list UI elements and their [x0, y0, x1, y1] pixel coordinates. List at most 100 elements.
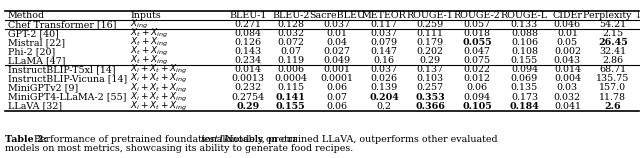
Text: 0.027: 0.027 — [323, 47, 350, 56]
Text: 0.037: 0.037 — [371, 65, 397, 74]
Text: 0.06: 0.06 — [467, 83, 488, 92]
Text: 0.106: 0.106 — [511, 38, 538, 47]
Text: . Notably, pretrained LLaVA, outperforms other evaluated: . Notably, pretrained LLaVA, outperforms… — [219, 135, 497, 144]
Text: 2.6: 2.6 — [604, 102, 621, 111]
Text: 54.21: 54.21 — [599, 20, 627, 29]
Text: 0.041: 0.041 — [554, 102, 581, 111]
Text: 0.012: 0.012 — [464, 74, 491, 83]
Text: 0.05: 0.05 — [557, 38, 578, 47]
Text: 0.0004: 0.0004 — [275, 74, 307, 83]
Text: 0.094: 0.094 — [511, 65, 538, 74]
Text: Table 2:: Table 2: — [5, 135, 47, 144]
Text: $X_t + X_{ing}$: $X_t + X_{ing}$ — [131, 45, 168, 58]
Text: 68.71: 68.71 — [599, 65, 627, 74]
Text: 0.126: 0.126 — [235, 38, 262, 47]
Text: Method: Method — [8, 11, 45, 20]
Text: Chef Transformer [16]: Chef Transformer [16] — [8, 20, 116, 29]
Text: 0.032: 0.032 — [554, 93, 581, 102]
Text: 0.271: 0.271 — [235, 20, 262, 29]
Text: 0.353: 0.353 — [415, 93, 445, 102]
Text: 0.29: 0.29 — [237, 102, 260, 111]
Text: 0.128: 0.128 — [277, 20, 304, 29]
Text: 0.094: 0.094 — [464, 93, 491, 102]
Text: LLaMA [47]: LLaMA [47] — [8, 56, 65, 65]
Text: 0.049: 0.049 — [323, 56, 350, 65]
Text: 0.115: 0.115 — [277, 83, 305, 92]
Text: 0.155: 0.155 — [511, 56, 538, 65]
Text: 0.259: 0.259 — [417, 20, 444, 29]
Text: 0.01: 0.01 — [326, 29, 348, 38]
Text: 0.257: 0.257 — [417, 83, 444, 92]
Text: CIDEr: CIDEr — [552, 11, 582, 20]
Text: 0.084: 0.084 — [235, 29, 262, 38]
Text: $X_i + X_t + X_{ing}$: $X_i + X_t + X_{ing}$ — [131, 63, 188, 76]
Text: 0.06: 0.06 — [326, 83, 348, 92]
Text: 0.037: 0.037 — [371, 29, 397, 38]
Text: MiniGPT4-LLaMA-2 [55]: MiniGPT4-LLaMA-2 [55] — [8, 93, 126, 102]
Text: models on most metrics, showcasing its ability to generate food recipes.: models on most metrics, showcasing its a… — [5, 144, 353, 153]
Text: $X_{ing}$: $X_{ing}$ — [131, 18, 148, 31]
Text: 0.055: 0.055 — [463, 38, 492, 47]
Text: test1k: test1k — [200, 135, 230, 144]
Text: 11.78: 11.78 — [599, 93, 627, 102]
Text: 0.139: 0.139 — [371, 83, 397, 92]
Text: 0.179: 0.179 — [417, 38, 444, 47]
Text: 0.018: 0.018 — [464, 29, 491, 38]
Text: MiniGPTv2 [9]: MiniGPTv2 [9] — [8, 83, 78, 92]
Text: $X_t + X_{ing}$: $X_t + X_{ing}$ — [131, 27, 168, 40]
Text: 0.03: 0.03 — [557, 83, 578, 92]
Text: 0.07: 0.07 — [326, 93, 348, 102]
Text: $X_i + X_t + X_{ing}$: $X_i + X_t + X_{ing}$ — [131, 72, 188, 85]
Text: 0.202: 0.202 — [417, 47, 444, 56]
Text: 0.072: 0.072 — [277, 38, 304, 47]
Text: 0.103: 0.103 — [417, 74, 444, 83]
Text: 0.147: 0.147 — [371, 47, 397, 56]
Text: Performance of pretrained foundational models on our: Performance of pretrained foundational m… — [31, 135, 301, 144]
Text: 2.15: 2.15 — [602, 29, 623, 38]
Text: 2.86: 2.86 — [602, 56, 623, 65]
Text: 0.16: 0.16 — [374, 56, 395, 65]
Text: 0.0001: 0.0001 — [320, 74, 353, 83]
Text: LLaVA [32]: LLaVA [32] — [8, 102, 62, 111]
Text: Phi-2 [20]: Phi-2 [20] — [8, 47, 55, 56]
Text: 0.07: 0.07 — [280, 47, 301, 56]
Text: 0.088: 0.088 — [511, 29, 538, 38]
Text: SacreBLEU: SacreBLEU — [309, 11, 365, 20]
Text: 0.155: 0.155 — [276, 102, 305, 111]
Text: METEOR: METEOR — [362, 11, 406, 20]
Text: 0.105: 0.105 — [462, 102, 492, 111]
Text: 0.075: 0.075 — [464, 56, 491, 65]
Text: 0.143: 0.143 — [235, 47, 262, 56]
Text: $X_i + X_t + X_{ing}$: $X_i + X_t + X_{ing}$ — [131, 91, 188, 104]
Text: 0.137: 0.137 — [417, 65, 444, 74]
Text: $X_t + X_{ing}$: $X_t + X_{ing}$ — [131, 36, 168, 49]
Text: InstructBLIP-T5xl [14]: InstructBLIP-T5xl [14] — [8, 65, 115, 74]
Text: 0.232: 0.232 — [235, 83, 262, 92]
Text: 0.108: 0.108 — [511, 47, 538, 56]
Text: Inputs: Inputs — [131, 11, 161, 20]
Text: InstructBLIP-Vicuna [14]: InstructBLIP-Vicuna [14] — [8, 74, 127, 83]
Text: 0.135: 0.135 — [511, 83, 538, 92]
Text: 0.184: 0.184 — [509, 102, 540, 111]
Text: GPT-2 [40]: GPT-2 [40] — [8, 29, 58, 38]
Text: 0.022: 0.022 — [464, 65, 491, 74]
Text: 0.043: 0.043 — [554, 56, 581, 65]
Text: Mistral [22]: Mistral [22] — [8, 38, 65, 47]
Text: 0.069: 0.069 — [511, 74, 538, 83]
Text: 0.01: 0.01 — [557, 29, 578, 38]
Text: 0.047: 0.047 — [464, 47, 491, 56]
Text: 0.234: 0.234 — [235, 56, 262, 65]
Text: 0.366: 0.366 — [415, 102, 445, 111]
Text: 0.014: 0.014 — [554, 65, 581, 74]
Text: $X_i + X_t + X_{ing}$: $X_i + X_t + X_{ing}$ — [131, 100, 188, 113]
Text: 0.29: 0.29 — [419, 56, 440, 65]
Text: 26.45: 26.45 — [598, 38, 628, 47]
Text: 0.111: 0.111 — [417, 29, 444, 38]
Text: 0.133: 0.133 — [511, 20, 538, 29]
Text: 0.004: 0.004 — [554, 74, 581, 83]
Text: 135.75: 135.75 — [596, 74, 630, 83]
Text: 0.001: 0.001 — [323, 65, 350, 74]
Text: 32.41: 32.41 — [599, 47, 627, 56]
Text: ROUGE-1: ROUGE-1 — [406, 11, 453, 20]
Text: 0.032: 0.032 — [277, 29, 305, 38]
